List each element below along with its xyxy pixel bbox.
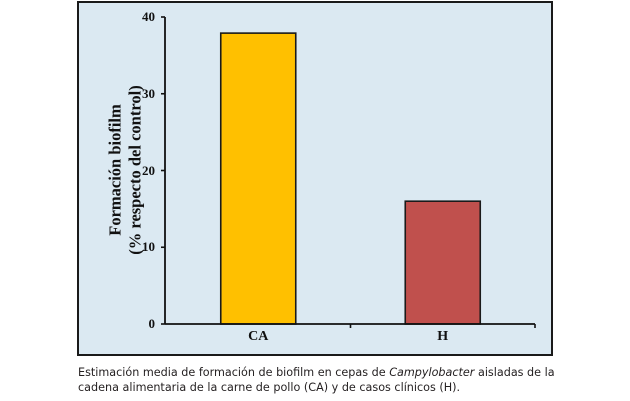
y-tick-label: 20 — [142, 162, 155, 178]
caption-text-2: aisladas de la cadena alimentaria de la … — [78, 366, 555, 394]
y-tick-label: 0 — [148, 316, 156, 331]
x-category-label: CA — [248, 329, 269, 344]
caption-italic-genus: Campylobacter — [389, 366, 475, 379]
y-axis-title-line1: Formación biofilm — [106, 104, 125, 236]
y-tick-label: 40 — [142, 9, 155, 24]
y-tick-label: 30 — [142, 85, 155, 101]
y-tick-label: 10 — [142, 239, 155, 255]
figure-caption: Estimación media de formación de biofilm… — [78, 365, 558, 395]
caption-text-1: Estimación media de formación de biofilm… — [78, 366, 390, 379]
bar-ca — [219, 32, 297, 325]
bars — [219, 32, 482, 325]
axes — [161, 16, 536, 328]
bar-h — [404, 200, 482, 325]
x-category-label: H — [437, 329, 449, 344]
